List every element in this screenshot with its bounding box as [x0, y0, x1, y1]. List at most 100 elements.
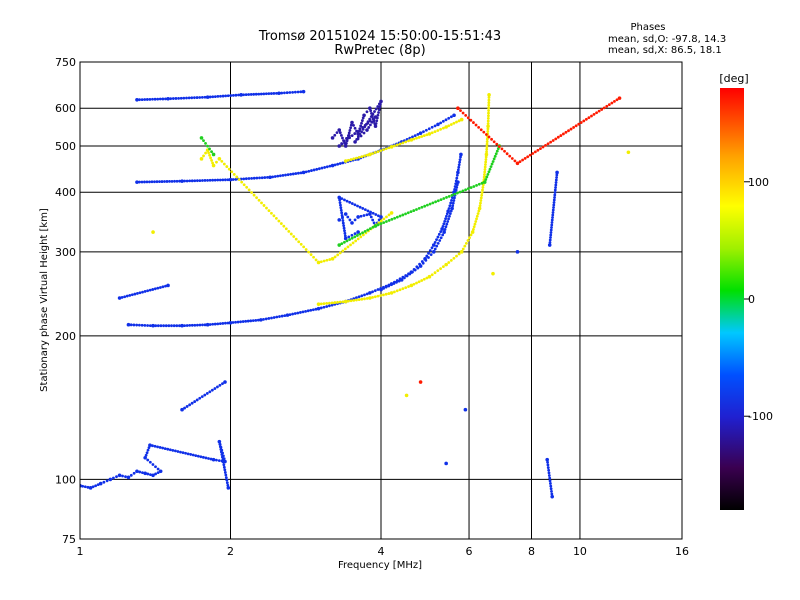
data-point	[420, 279, 424, 282]
data-point	[336, 300, 339, 304]
data-point	[252, 176, 256, 180]
data-point	[379, 215, 383, 219]
data-point	[433, 124, 437, 128]
data-point	[449, 123, 453, 126]
data-point	[274, 217, 278, 220]
data-point	[368, 106, 372, 111]
data-point	[153, 287, 157, 291]
data-point	[452, 199, 456, 202]
data-point	[162, 324, 165, 328]
data-point	[487, 103, 491, 107]
data-point	[443, 219, 447, 223]
data-point	[213, 387, 217, 390]
data-point	[211, 161, 214, 165]
data-point	[546, 142, 550, 146]
colorbar-tick-label: -100	[748, 410, 773, 423]
data-point	[480, 193, 484, 197]
data-point	[267, 209, 271, 213]
data-point	[343, 229, 346, 233]
data-point	[250, 191, 253, 194]
data-point	[401, 287, 405, 291]
data-point	[341, 161, 345, 165]
data-point	[428, 202, 432, 206]
data-point	[437, 232, 441, 236]
data-point	[191, 453, 195, 457]
data-point	[526, 155, 530, 159]
data-point	[207, 151, 211, 155]
data-point	[549, 484, 553, 488]
data-point	[444, 125, 448, 129]
data-point	[441, 119, 445, 123]
data-point	[382, 286, 385, 290]
data-point	[359, 124, 363, 128]
data-point	[371, 225, 375, 229]
data-point	[459, 155, 462, 159]
data-point	[144, 453, 148, 457]
data-point	[617, 96, 622, 100]
data-point	[427, 127, 431, 131]
data-point	[409, 283, 414, 288]
data-point	[275, 315, 279, 319]
data-point	[452, 121, 456, 125]
data-point	[133, 292, 137, 296]
data-point	[479, 201, 482, 205]
data-point	[475, 217, 478, 221]
data-point	[184, 451, 187, 455]
data-point	[550, 223, 554, 227]
colorbar: [deg] 100 0 -100	[719, 72, 773, 510]
data-point	[222, 463, 226, 467]
data-point	[485, 175, 489, 179]
data-point	[121, 474, 124, 478]
data-point	[406, 211, 410, 215]
data-point	[145, 451, 149, 455]
data-point	[436, 122, 440, 127]
data-point	[341, 300, 345, 304]
data-point	[124, 475, 127, 479]
data-point	[228, 177, 233, 182]
data-point	[472, 228, 475, 231]
data-point	[245, 185, 249, 189]
data-point	[456, 168, 460, 172]
data-point	[342, 226, 346, 230]
data-point	[548, 238, 552, 242]
data-point	[166, 96, 170, 101]
data-point	[336, 253, 340, 257]
data-point	[262, 92, 266, 96]
data-point	[340, 242, 344, 246]
data-point	[368, 227, 372, 231]
data-point	[293, 312, 297, 315]
data-point	[210, 150, 213, 154]
data-point	[377, 218, 381, 222]
data-point	[485, 140, 489, 144]
data-point	[217, 157, 222, 161]
data-point	[587, 116, 591, 120]
data-point	[343, 240, 346, 244]
data-point	[187, 96, 191, 100]
data-point	[262, 317, 265, 321]
data-point	[148, 180, 151, 184]
data-point	[355, 234, 359, 237]
data-point	[518, 160, 522, 164]
data-point	[299, 90, 303, 94]
data-point	[200, 395, 204, 399]
data-point	[346, 215, 350, 219]
data-point	[371, 296, 374, 299]
data-point	[349, 299, 353, 303]
data-point	[163, 447, 167, 451]
data-point	[569, 127, 573, 131]
data-point	[436, 241, 440, 245]
data-point	[392, 282, 396, 285]
data-point	[112, 476, 115, 480]
data-point	[317, 167, 321, 171]
data-point	[183, 179, 186, 183]
data-point	[358, 232, 362, 236]
data-point	[235, 175, 239, 179]
data-point	[449, 201, 453, 205]
data-point	[130, 293, 134, 297]
data-point	[385, 220, 388, 223]
data-point	[389, 283, 393, 287]
data-point	[347, 134, 351, 138]
data-point	[168, 180, 171, 183]
data-point	[490, 137, 493, 141]
data-point	[553, 196, 556, 199]
